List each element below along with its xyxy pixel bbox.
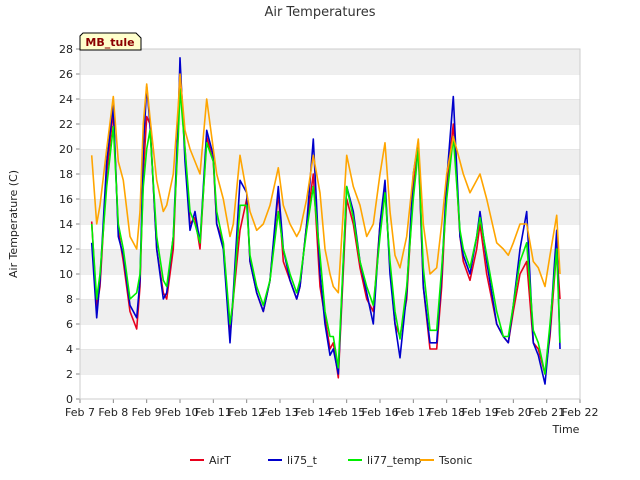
grid-band: [80, 249, 580, 274]
legend-item: li77_temp: [348, 454, 421, 467]
x-tick-label: Feb 16: [362, 406, 399, 419]
station-badge-shape: [79, 32, 142, 51]
y-tick-label: 0: [66, 393, 73, 406]
x-tick-label: Feb 17: [395, 406, 432, 419]
y-tick-label: 18: [59, 168, 73, 181]
station-badge-label: MB_tule: [85, 36, 134, 49]
y-tick-label: 4: [66, 343, 73, 356]
plot-frame: [79, 48, 581, 400]
y-axis-title: Air Temperature (C): [7, 170, 20, 278]
x-tick-label: Feb 10: [162, 406, 199, 419]
x-tick-label: Feb 22: [562, 406, 599, 419]
series-line-tsonic: [90, 73, 561, 294]
legend: AirT li75_t li77_temp Tsonic: [190, 454, 472, 467]
y-tick-label: 6: [66, 318, 73, 331]
chart-title: Air Temperatures: [264, 5, 375, 20]
grid-band: [80, 174, 580, 199]
y-tick-label: 16: [59, 193, 73, 206]
grid-band: [80, 299, 580, 324]
y-tick-label: 22: [59, 118, 73, 131]
x-tick-label: Feb 9: [132, 406, 162, 419]
x-tick-label: Feb 8: [98, 406, 128, 419]
y-tick-label: 2: [66, 368, 73, 381]
plot-lines: [90, 56, 561, 385]
x-tick-label: Feb 21: [528, 406, 565, 419]
grid-band: [80, 99, 580, 124]
x-tick-label: Feb 7: [65, 406, 95, 419]
x-tick-label: Feb 18: [428, 406, 465, 419]
y-tick-label: 24: [59, 93, 73, 106]
legend-item: li75_t: [268, 454, 318, 467]
x-tick-label: Feb 20: [495, 406, 532, 419]
grid-band: [80, 274, 580, 299]
legend-item: AirT: [190, 454, 231, 467]
station-badge: MB_tule: [79, 32, 142, 51]
legend-item: Tsonic: [420, 454, 472, 467]
y-tick-label: 28: [59, 43, 73, 56]
grid-band: [80, 149, 580, 174]
grid-band: [80, 374, 580, 399]
legend-label: AirT: [209, 454, 231, 467]
y-tick-label: 14: [59, 218, 73, 231]
y-tick-label: 26: [59, 68, 73, 81]
legend-label: li75_t: [287, 454, 318, 467]
grid-band: [80, 124, 580, 149]
x-tick-label: Feb 15: [328, 406, 365, 419]
y-tick-label: 10: [59, 268, 73, 281]
x-tick-label: Feb 11: [195, 406, 232, 419]
grid-band: [80, 49, 580, 74]
x-axis-title: Time: [552, 423, 580, 436]
series-line-li77-temp: [90, 88, 561, 375]
x-tick-label: Feb 19: [462, 406, 499, 419]
x-tick-label: Feb 12: [228, 406, 265, 419]
legend-label: li77_temp: [367, 454, 421, 467]
x-tick-label: Feb 13: [262, 406, 299, 419]
y-tick-label: 8: [66, 293, 73, 306]
legend-label: Tsonic: [438, 454, 472, 467]
grid-band: [80, 74, 580, 99]
grid-band: [80, 224, 580, 249]
y-tick-label: 20: [59, 143, 73, 156]
y-tick-label: 12: [59, 243, 73, 256]
x-tick-label: Feb 14: [295, 406, 332, 419]
